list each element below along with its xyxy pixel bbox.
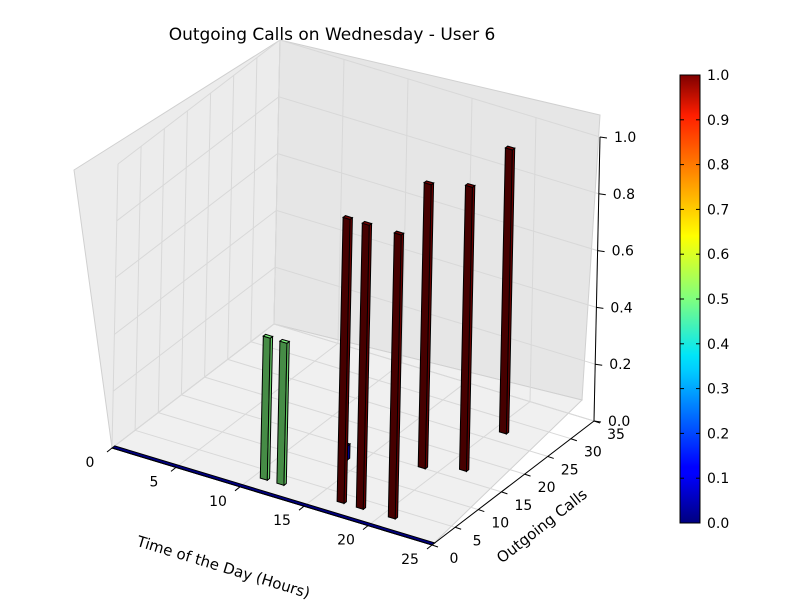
bar bbox=[417, 180, 435, 470]
z-tick-mark bbox=[595, 363, 603, 366]
x-tick-mark bbox=[106, 447, 113, 453]
y-tick-mark bbox=[478, 509, 485, 513]
colorbar: 0.0 0.1 0.2 0.3 0.4 0.5 0.6 0.7 0.8 0.9 1.0 bbox=[679, 68, 729, 532]
grid-line-z bbox=[117, 39, 601, 165]
colorbar-tick-label: 0.1 bbox=[707, 471, 729, 487]
y-tick-label: 35 bbox=[607, 427, 625, 443]
z-tick-label: 1.0 bbox=[614, 130, 636, 146]
colorbar-tick-label: 0.4 bbox=[707, 337, 729, 353]
y-tick-mark bbox=[454, 526, 462, 530]
x-tick-label: 20 bbox=[337, 533, 355, 549]
y-tick-label: 0 bbox=[450, 551, 459, 567]
bar-top-face bbox=[342, 215, 354, 221]
grid-line-z bbox=[112, 266, 596, 392]
bar bbox=[387, 230, 405, 521]
z-tick-mark bbox=[596, 306, 604, 309]
axis-panes bbox=[73, 39, 601, 546]
colorbar-tick-label: 0.9 bbox=[707, 113, 729, 129]
bar bbox=[498, 145, 516, 436]
y-tick-label: 10 bbox=[491, 516, 509, 532]
z-tick-mark bbox=[598, 193, 606, 196]
bar-top-face bbox=[464, 182, 476, 188]
z-tick-mark bbox=[597, 250, 605, 253]
grid-line-z bbox=[115, 153, 598, 278]
grid-line-z bbox=[111, 323, 595, 449]
x-axis-label: Time of the Day (Hours) bbox=[134, 532, 312, 600]
colorbar-tick-label: 0.3 bbox=[707, 382, 729, 398]
y-tick-label: 15 bbox=[515, 498, 533, 514]
x-tick-mark bbox=[362, 525, 369, 530]
y-tick-mark bbox=[570, 438, 578, 442]
bar-top-face bbox=[504, 145, 516, 151]
x-tick-label: 10 bbox=[209, 494, 227, 510]
chart-title: Outgoing Calls on Wednesday - User 6 bbox=[169, 25, 496, 45]
y-tick-mark bbox=[501, 491, 508, 495]
bar-top-face bbox=[361, 220, 373, 226]
colorbar-tick-label: 1.0 bbox=[707, 68, 729, 84]
colorbar-tick-label: 0.5 bbox=[707, 292, 729, 308]
colorbar-tick-label: 0.7 bbox=[707, 202, 729, 218]
z-tick-label: 0.4 bbox=[610, 300, 632, 316]
colorbar-tick-label: 0.8 bbox=[707, 158, 729, 174]
z-axis-line bbox=[593, 136, 601, 422]
bar bbox=[336, 215, 354, 505]
z-tick-label: 0.0 bbox=[608, 414, 630, 430]
colorbar-tick-label: 0.6 bbox=[707, 247, 729, 263]
z-tick-mark bbox=[593, 420, 602, 423]
x-tick-label: 0 bbox=[86, 455, 95, 471]
z-tick-label: 0.8 bbox=[613, 187, 635, 203]
colorbar-tick-label: 0.0 bbox=[707, 516, 729, 532]
y-tick-label: 5 bbox=[473, 533, 482, 549]
bar-top-face bbox=[393, 230, 405, 236]
y-axis-line bbox=[431, 420, 595, 546]
x-axis-line bbox=[111, 447, 433, 546]
bar bbox=[355, 220, 373, 511]
x-tick-label: 5 bbox=[150, 474, 159, 490]
y-tick-mark bbox=[547, 455, 554, 459]
x-tick-label: 25 bbox=[401, 552, 419, 568]
x-tick-mark bbox=[170, 467, 177, 472]
grid-line-z bbox=[114, 209, 597, 335]
x-tick-mark bbox=[426, 544, 433, 550]
y-tick-mark bbox=[431, 544, 439, 548]
bar-top-face bbox=[262, 333, 274, 339]
y-tick-label: 20 bbox=[538, 480, 556, 496]
bar-top-face bbox=[423, 180, 435, 186]
z-tick-label: 0.6 bbox=[612, 244, 634, 260]
y-tick-label: 30 bbox=[584, 445, 602, 461]
bars-group bbox=[110, 145, 516, 546]
bar bbox=[458, 182, 476, 473]
colorbar-tick-label: 0.2 bbox=[707, 426, 729, 442]
x-tick-mark bbox=[298, 505, 305, 511]
z-tick-mark bbox=[599, 136, 608, 139]
bar bbox=[276, 338, 291, 487]
y-tick-mark bbox=[524, 473, 531, 477]
grid-line-z bbox=[116, 96, 599, 222]
bar-top-face bbox=[278, 338, 291, 344]
bar bbox=[259, 333, 274, 482]
z-tick-label: 0.2 bbox=[609, 357, 631, 373]
x-tick-label: 15 bbox=[273, 513, 291, 529]
x-tick-mark bbox=[234, 486, 241, 492]
y-tick-label: 25 bbox=[561, 462, 579, 478]
